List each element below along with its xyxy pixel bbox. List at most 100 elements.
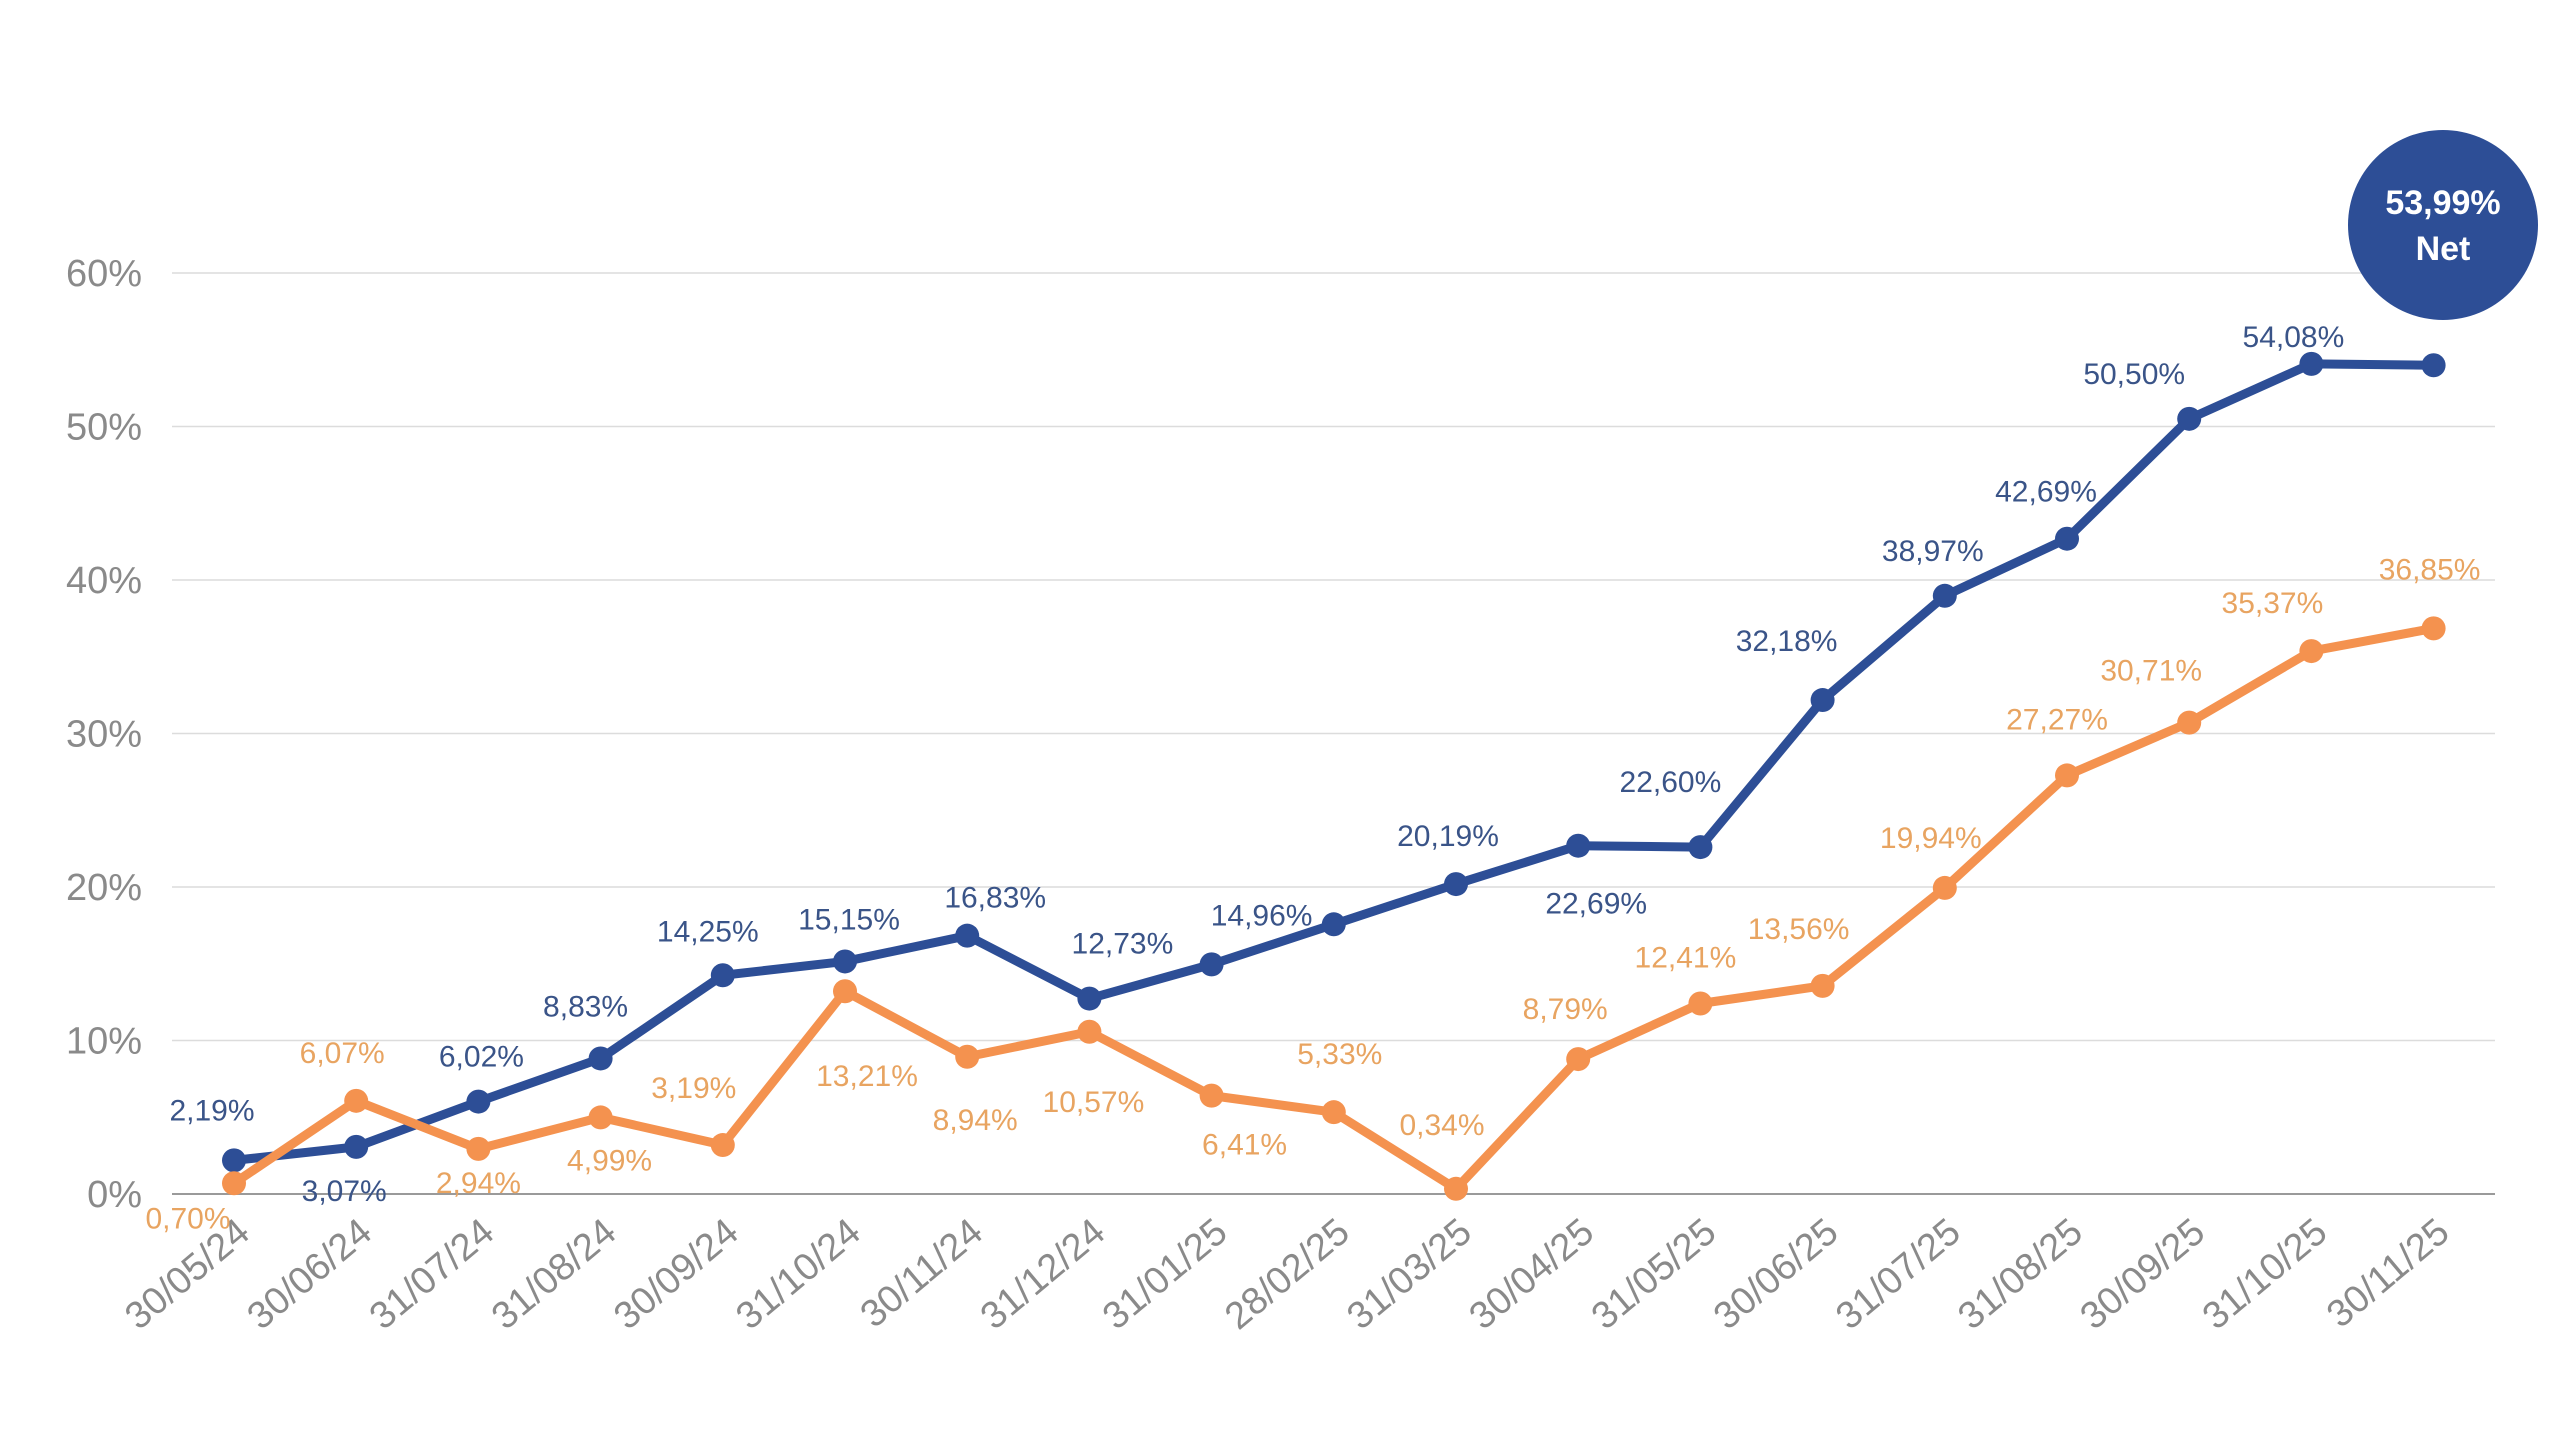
data-label-series-1: 13,56% [1748,913,1850,946]
x-tick-label: 30/11/25 [2319,1211,2457,1336]
series-0-point [2421,353,2446,378]
data-label-series-0: 15,15% [798,903,900,936]
series-0-point [1444,872,1468,897]
series-1-point [344,1088,369,1113]
x-tick-label: 31/08/25 [1950,1211,2090,1338]
series-0-point [1566,833,1591,858]
series-0-point [1688,835,1713,860]
data-label-series-1: 35,37% [2222,587,2324,620]
series-0-point [1810,688,1835,713]
x-tick-label: 30/09/25 [2073,1211,2213,1338]
series-1-point [1688,991,1713,1016]
x-tick-label: 31/05/25 [1584,1211,1724,1338]
series-1-point [2055,763,2079,788]
x-tick-label: 31/10/25 [2195,1211,2335,1338]
x-tick-label: 30/06/25 [1706,1211,1846,1338]
series-1-point [1321,1100,1346,1125]
data-label-series-1: 4,99% [567,1144,652,1177]
series-0-point [2177,406,2202,431]
series-1-point [588,1105,613,1130]
series-1-point [1199,1083,1224,1108]
x-tick-label: 30/11/24 [853,1211,991,1336]
y-tick-label: 50% [66,407,142,449]
net-badge-circle [2348,130,2538,320]
x-tick-label: 30/04/25 [1462,1211,1602,1338]
data-label-series-1: 6,07% [300,1037,385,1070]
series-1-point [1566,1047,1591,1072]
series-0-point [1932,583,1957,608]
series-1-point [222,1171,246,1196]
y-tick-label: 30% [66,714,142,756]
x-tick-label: 31/10/24 [728,1211,868,1338]
y-tick-label: 10% [66,1021,142,1063]
data-label-series-0: 54,08% [2243,321,2345,354]
data-label-series-1: 36,85% [2379,553,2481,586]
series-lines [222,351,2446,1201]
net-badge-value: 53,99% [2385,184,2500,222]
data-label-series-0: 42,69% [1995,476,2097,509]
series-0-point [2299,351,2324,376]
data-label-series-0: 20,19% [1397,820,1499,853]
series-0-point [1077,986,1102,1011]
series-0-point [344,1134,369,1159]
x-tick-label: 28/02/25 [1217,1211,1357,1338]
series-0-point [710,963,735,988]
data-label-series-0: 14,25% [657,915,759,948]
series-1-point [1810,973,1835,998]
x-tick-label: 30/06/24 [240,1211,380,1338]
series-1-point [1932,875,1957,900]
data-label-series-1: 12,41% [1635,942,1737,975]
series-1-point [955,1044,980,1069]
y-tick-label: 20% [66,867,142,909]
data-label-series-0: 2,19% [169,1094,254,1127]
data-label-series-0: 32,18% [1736,625,1838,658]
data-label-series-0: 12,73% [1072,928,1174,961]
data-label-series-0: 8,83% [543,990,628,1023]
data-label-series-1: 19,94% [1880,822,1982,855]
data-label-series-1: 3,19% [651,1072,736,1105]
series-0-point [1321,912,1346,937]
data-label-series-0: 3,07% [302,1175,387,1208]
x-axis-ticks: 30/05/2430/06/2431/07/2431/08/2430/09/24… [117,1211,2457,1338]
y-tick-label: 40% [66,560,142,602]
data-label-series-1: 2,94% [436,1167,521,1200]
data-label-series-1: 8,94% [933,1104,1018,1137]
series-1-point [2299,639,2324,664]
data-label-series-0: 22,69% [1545,888,1647,921]
y-tick-label: 0% [87,1174,142,1216]
y-tick-label: 60% [66,253,142,295]
data-label-series-0: 38,97% [1882,535,1984,568]
data-label-series-1: 5,33% [1297,1038,1382,1071]
x-tick-label: 31/08/24 [484,1211,624,1338]
data-label-series-0: 14,96% [1211,899,1313,932]
data-label-series-1: 8,79% [1523,993,1608,1026]
data-label-series-1: 10,57% [1043,1086,1145,1119]
x-tick-label: 31/01/25 [1095,1211,1235,1338]
series-1-point [1077,1019,1102,1044]
x-tick-label: 31/07/24 [362,1211,502,1338]
series-0-point [2055,526,2079,551]
x-tick-label: 31/07/25 [1828,1211,1968,1338]
series-1-point [2177,710,2202,735]
data-label-series-1: 27,27% [2006,703,2108,736]
series-1-point [466,1136,491,1161]
series-1-point [710,1133,735,1158]
gridlines [172,272,2495,1195]
x-tick-label: 31/03/25 [1339,1211,1479,1338]
data-label-series-0: 22,60% [1620,766,1722,799]
series-0-point [222,1148,246,1173]
series-0-point [1199,952,1224,977]
series-1-point [2421,616,2446,641]
y-axis-ticks: 0% 10% 20% 30% 40% 50% 60% [66,253,142,1216]
data-label-series-1: 13,21% [816,1060,918,1093]
data-label-series-1: 30,71% [2100,655,2202,688]
net-badge: 53,99% Net [2348,130,2538,320]
series-0-point [833,949,857,974]
data-label-series-0: 50,50% [2083,358,2185,391]
series-0-point [466,1089,491,1114]
data-label-series-1: 6,41% [1202,1129,1287,1162]
series-0-point [955,923,980,948]
x-tick-label: 31/12/24 [973,1211,1113,1338]
